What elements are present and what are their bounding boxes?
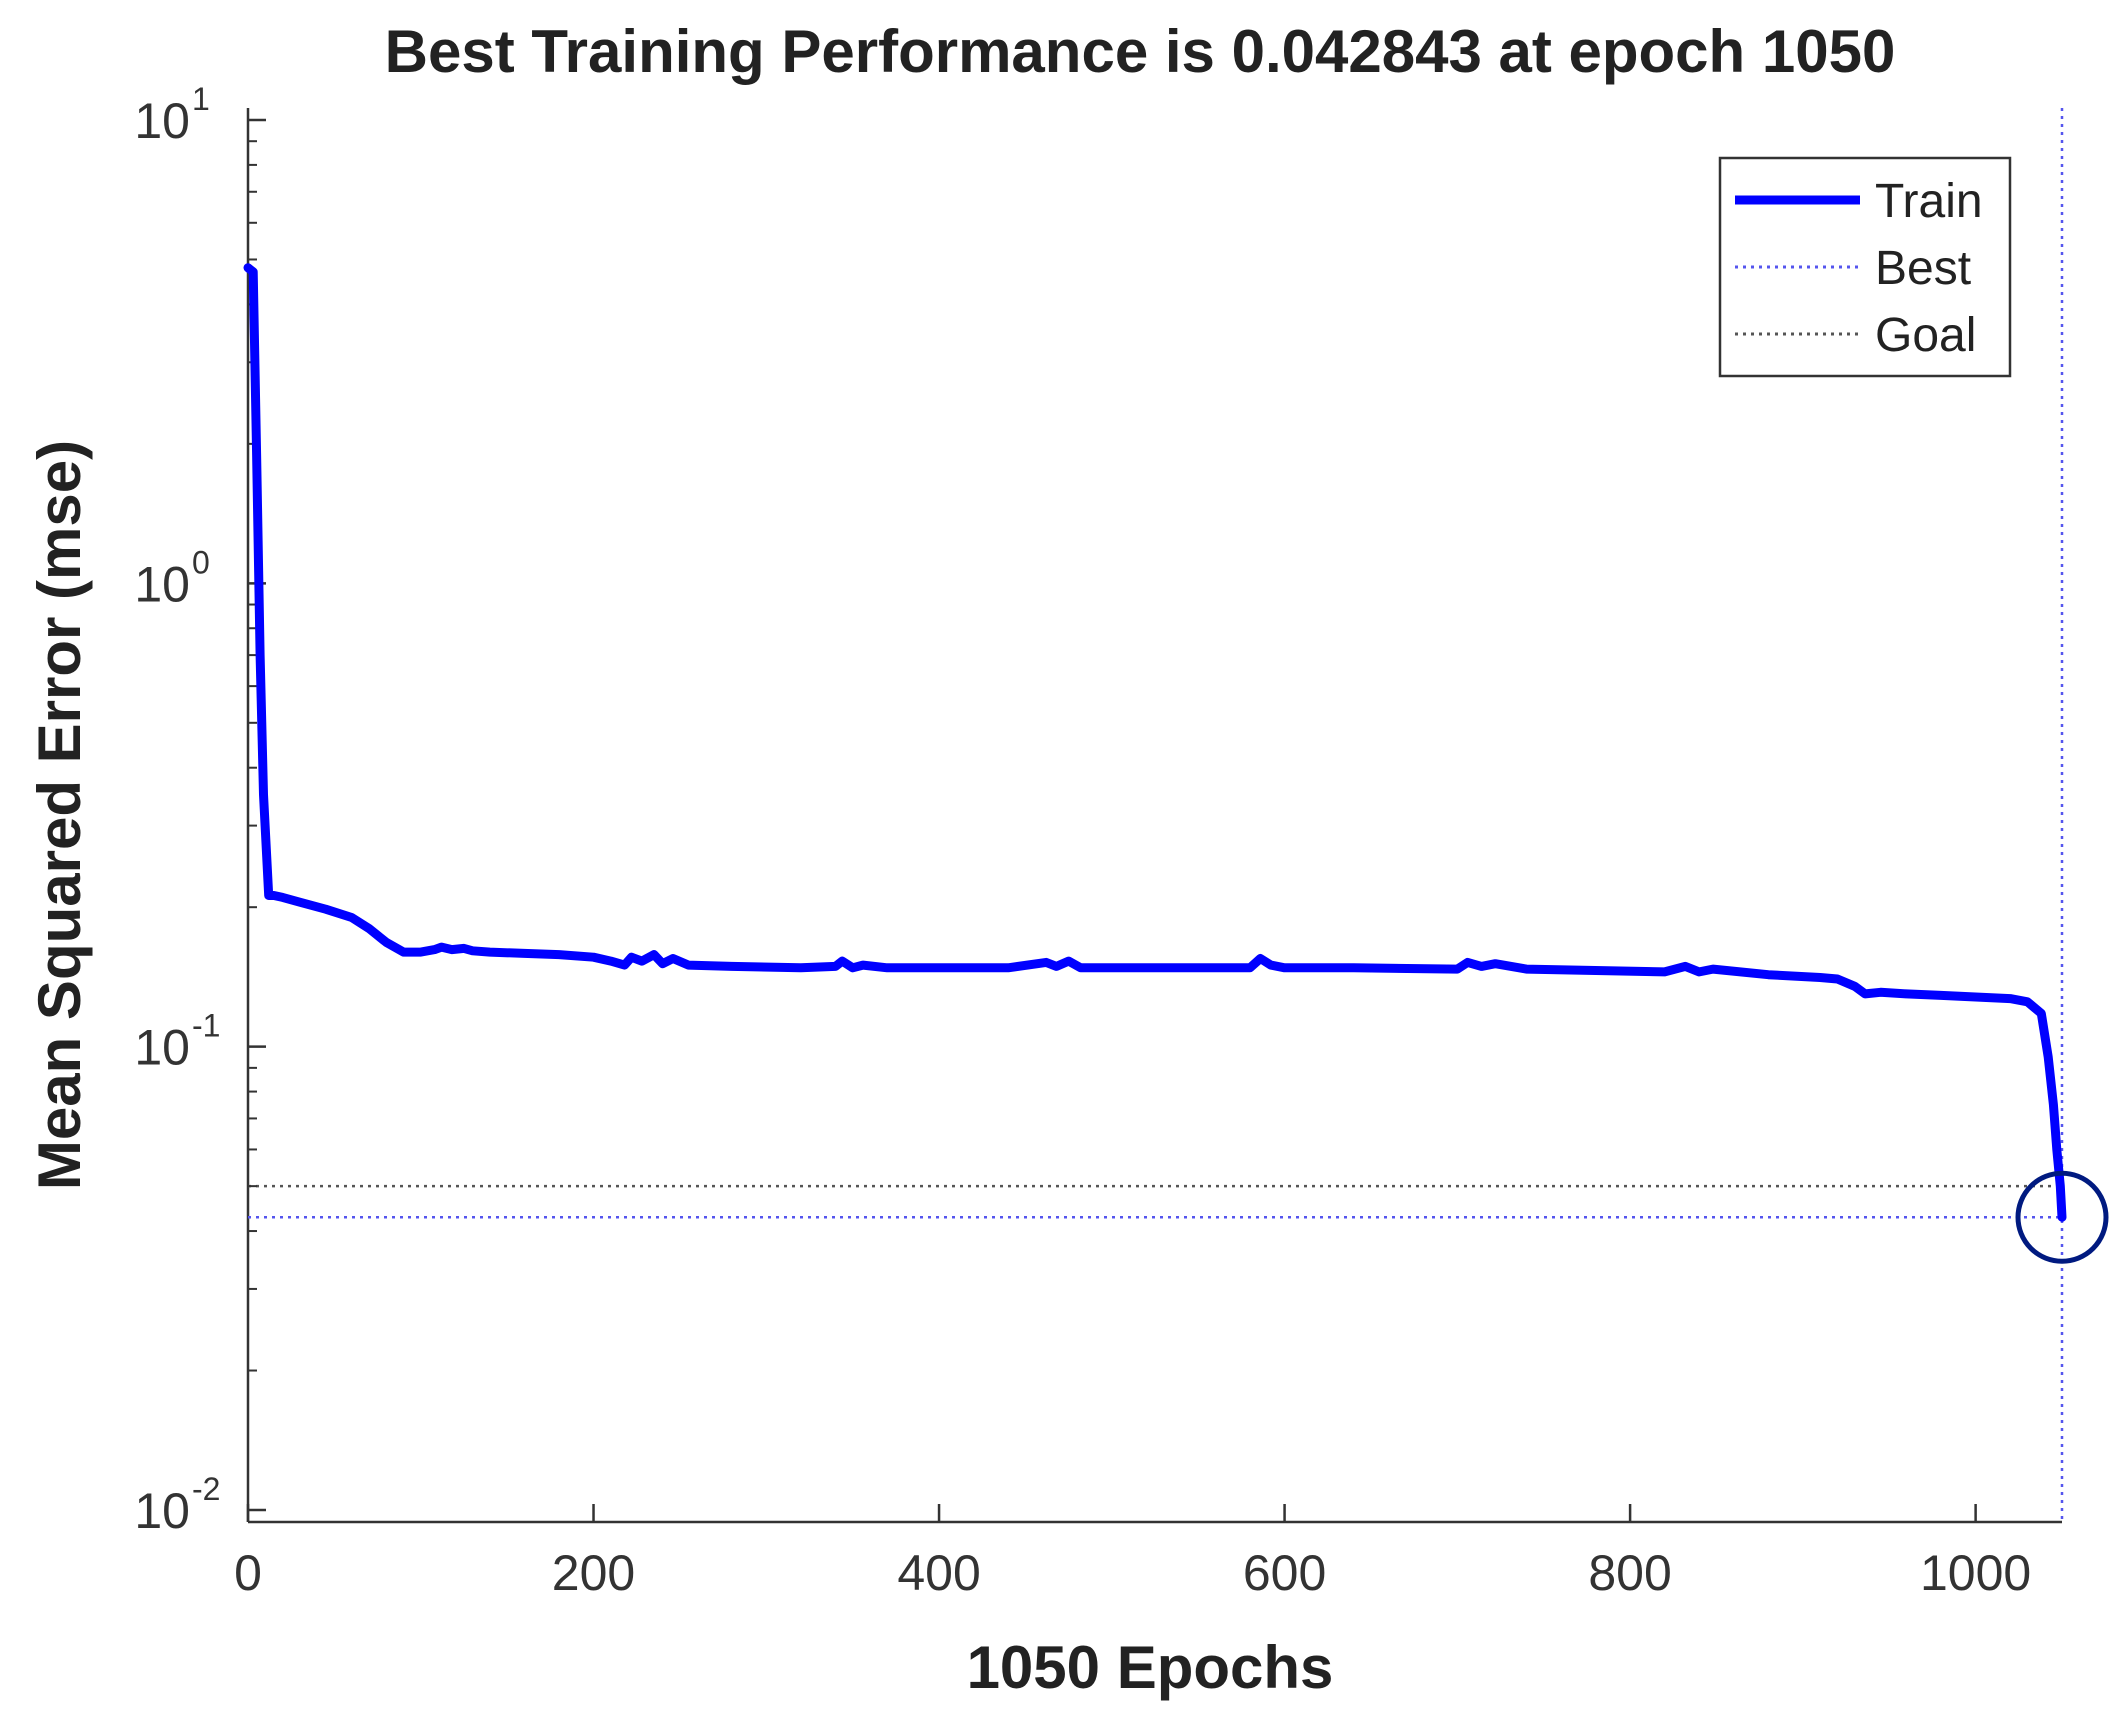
x-tick-label: 600 xyxy=(1243,1545,1326,1601)
chart-title: Best Training Performance is 0.042843 at… xyxy=(385,18,1896,85)
x-axis-ticks: 0 200 400 600 800 1000 xyxy=(234,1504,2031,1601)
best-line xyxy=(248,108,2064,1522)
axes-frame xyxy=(246,108,2062,1524)
y-tick-exponent: -1 xyxy=(192,1008,220,1044)
x-tick-label: 200 xyxy=(552,1545,635,1601)
legend-best-label: Best xyxy=(1875,242,1971,295)
y-tick-exponent: -2 xyxy=(192,1471,220,1507)
best-point-marker-group xyxy=(2015,1170,2109,1264)
x-tick-label: 800 xyxy=(1588,1545,1671,1601)
y-tick-label: 10 xyxy=(134,93,190,149)
y-tick-exponent: 1 xyxy=(192,81,210,117)
x-tick-label: 0 xyxy=(234,1545,262,1601)
best-point-marker xyxy=(2015,1170,2109,1264)
x-tick-label: 1000 xyxy=(1920,1545,2031,1601)
legend: Train Best Goal xyxy=(1718,156,2012,378)
y-tick-exponent: 0 xyxy=(192,544,210,580)
legend-goal-label: Goal xyxy=(1875,309,1976,362)
y-tick-label: 10 xyxy=(134,556,190,612)
y-tick-label: 10 xyxy=(134,1483,190,1539)
y-tick-label: 10 xyxy=(134,1020,190,1076)
y-axis-label: Mean Squared Error (mse) xyxy=(26,440,93,1190)
train-series xyxy=(243,263,2067,1222)
legend-train-label: Train xyxy=(1875,175,1983,228)
train-line xyxy=(243,263,2067,1222)
x-axis-label: 1050 Epochs xyxy=(967,1634,1334,1701)
x-tick-label: 400 xyxy=(897,1545,980,1601)
